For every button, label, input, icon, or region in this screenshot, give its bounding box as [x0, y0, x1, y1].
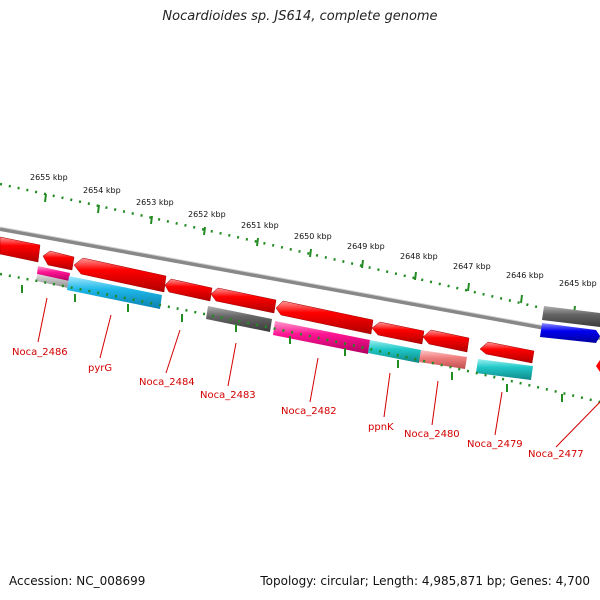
gene-label: Noca_2477 [528, 449, 584, 460]
accession-text: Accession: NC_008699 [9, 574, 146, 588]
cds-arrows [0, 236, 600, 372]
rna-feature [368, 340, 421, 363]
kbp-label: 2645 kbp [559, 279, 597, 288]
kbp-label: 2649 kbp [347, 242, 385, 251]
gene-arrow [73, 257, 167, 293]
gene-arrow [596, 360, 600, 372]
rna-feature [476, 359, 533, 380]
gene-label: Noca_2484 [139, 377, 195, 388]
kbp-label: 2655 kbp [30, 173, 68, 182]
kbp-label: 2652 kbp [188, 210, 226, 219]
kbp-label: 2648 kbp [400, 252, 438, 261]
label-leaders [37, 297, 600, 448]
genome-summary: Topology: circular; Length: 4,985,871 bp… [260, 574, 590, 588]
gene-arrow [42, 250, 75, 271]
genome-backbone [0, 227, 600, 340]
rna-feature [67, 276, 162, 309]
rna-feature [36, 274, 69, 288]
gene-arrow [371, 321, 425, 345]
feature-blocks [36, 266, 600, 380]
kbp-label: 2647 kbp [453, 262, 491, 271]
rna-feature [542, 306, 600, 327]
inner-major-ticks [21, 285, 563, 402]
outer-tick-ring [0, 182, 600, 324]
gene-arrow [275, 300, 374, 335]
rna-feature [273, 321, 370, 354]
gene-label: pyrG [88, 363, 112, 374]
rna-feature [540, 323, 600, 343]
gene-label: Noca_2486 [12, 347, 68, 358]
rna-feature [419, 350, 467, 369]
kbp-label: 2654 kbp [83, 186, 121, 195]
gene-arrow [164, 278, 213, 302]
gene-label: Noca_2483 [200, 390, 256, 401]
gene-arrow [479, 341, 535, 364]
gene-label: Noca_2480 [404, 429, 460, 440]
kbp-label: 2651 kbp [241, 221, 279, 230]
gene-arrow [210, 287, 277, 314]
map-title: Nocardioides sp. JS614, complete genome [162, 9, 438, 24]
gene-arrow [422, 329, 470, 353]
rna-feature [206, 306, 272, 332]
gene-label: ppnK [368, 422, 394, 433]
kbp-label: 2646 kbp [506, 271, 544, 280]
kbp-label: 2653 kbp [136, 198, 174, 207]
kbp-label: 2650 kbp [294, 232, 332, 241]
gene-label: Noca_2482 [281, 406, 337, 417]
gene-label: Noca_2479 [467, 439, 523, 450]
rna-feature [37, 266, 70, 281]
gene-arrow [0, 236, 41, 263]
